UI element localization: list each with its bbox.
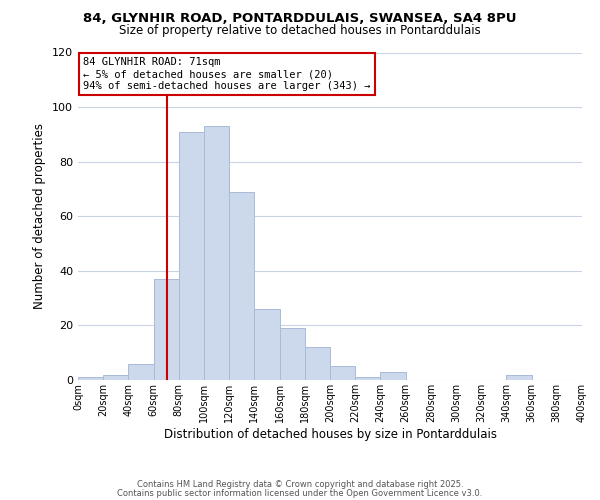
Bar: [254, 309, 280, 380]
Bar: [355, 378, 380, 380]
Bar: [179, 132, 204, 380]
Text: Contains public sector information licensed under the Open Government Licence v3: Contains public sector information licen…: [118, 488, 482, 498]
Bar: [330, 366, 355, 380]
Bar: [229, 192, 254, 380]
Bar: [305, 347, 330, 380]
Bar: [280, 328, 305, 380]
Text: Contains HM Land Registry data © Crown copyright and database right 2025.: Contains HM Land Registry data © Crown c…: [137, 480, 463, 489]
Text: 84 GLYNHIR ROAD: 71sqm
← 5% of detached houses are smaller (20)
94% of semi-deta: 84 GLYNHIR ROAD: 71sqm ← 5% of detached …: [83, 58, 371, 90]
Bar: [78, 378, 103, 380]
X-axis label: Distribution of detached houses by size in Pontarddulais: Distribution of detached houses by size …: [163, 428, 497, 440]
Y-axis label: Number of detached properties: Number of detached properties: [34, 123, 46, 309]
Bar: [154, 279, 179, 380]
Text: 84, GLYNHIR ROAD, PONTARDDULAIS, SWANSEA, SA4 8PU: 84, GLYNHIR ROAD, PONTARDDULAIS, SWANSEA…: [83, 12, 517, 26]
Bar: [204, 126, 229, 380]
Bar: [103, 374, 128, 380]
Text: Size of property relative to detached houses in Pontarddulais: Size of property relative to detached ho…: [119, 24, 481, 37]
Bar: [128, 364, 154, 380]
Bar: [380, 372, 406, 380]
Bar: [506, 374, 532, 380]
